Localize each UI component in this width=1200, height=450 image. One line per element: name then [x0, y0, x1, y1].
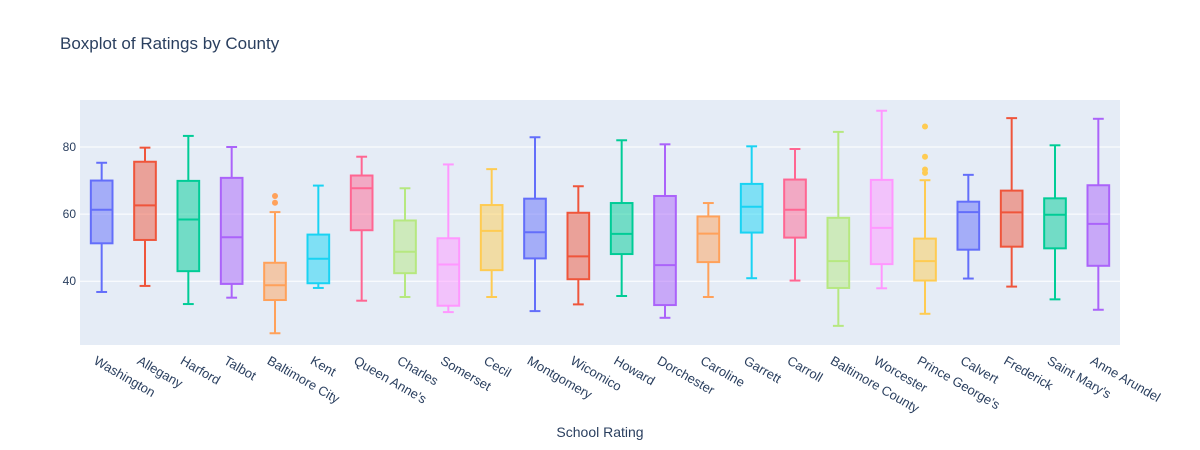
outlier-point: [922, 123, 928, 130]
box-iqr: [653, 194, 677, 307]
box-16[interactable]: [783, 148, 807, 282]
box-iqr: [263, 261, 287, 302]
outlier-point: [922, 153, 928, 160]
box-18[interactable]: [869, 109, 894, 290]
box-iqr: [956, 200, 981, 251]
x-tick-label: Harford: [178, 353, 223, 388]
box-23[interactable]: [1086, 117, 1111, 311]
box-iqr: [89, 179, 114, 245]
x-tick-label: Talbot: [221, 353, 259, 384]
box-iqr: [1086, 184, 1111, 267]
box-iqr: [436, 237, 461, 307]
box-10[interactable]: [523, 136, 547, 313]
box-21[interactable]: [999, 117, 1024, 288]
outlier-point: [272, 192, 278, 199]
box-iqr: [783, 178, 807, 239]
plot-area: [80, 100, 1120, 345]
box-iqr: [1043, 197, 1067, 250]
outlier-point: [272, 199, 278, 206]
x-tick-label: Garrett: [741, 353, 784, 386]
box-9[interactable]: [479, 168, 504, 299]
box-5[interactable]: [306, 184, 331, 289]
box-iqr: [999, 189, 1024, 248]
box-4[interactable]: [263, 192, 287, 335]
box-iqr: [219, 176, 244, 285]
box-6[interactable]: [349, 155, 374, 302]
gridlines: [80, 146, 1120, 282]
box-1[interactable]: [133, 146, 157, 287]
box-20[interactable]: [956, 173, 981, 280]
box-22[interactable]: [1043, 144, 1067, 301]
boxes: [89, 109, 1111, 335]
box-13[interactable]: [653, 143, 677, 319]
box-19[interactable]: [913, 123, 937, 315]
box-iqr: [609, 202, 634, 256]
box-iqr: [176, 179, 201, 273]
box-8[interactable]: [436, 163, 461, 314]
x-tick-label: Carroll: [785, 353, 826, 385]
box-12[interactable]: [609, 139, 634, 297]
y-axis-ticks: 40 60 80: [63, 140, 77, 288]
x-axis-title: School Rating: [556, 424, 643, 440]
box-15[interactable]: [739, 145, 764, 280]
box-0[interactable]: [89, 161, 114, 293]
box-2[interactable]: [176, 134, 201, 306]
box-iqr: [739, 182, 764, 234]
box-11[interactable]: [566, 185, 591, 306]
y-tick-label: 80: [63, 140, 77, 154]
box-7[interactable]: [393, 187, 417, 299]
box-iqr: [566, 211, 591, 281]
box-3[interactable]: [219, 145, 244, 299]
box-iqr: [523, 197, 547, 260]
outlier-point: [922, 166, 928, 173]
box-iqr: [479, 204, 504, 272]
chart-title: Boxplot of Ratings by County: [60, 34, 280, 53]
box-iqr: [696, 215, 721, 264]
box-iqr: [349, 174, 374, 232]
box-17[interactable]: [826, 130, 851, 327]
y-tick-label: 40: [63, 274, 77, 288]
box-iqr: [869, 178, 894, 266]
box-iqr: [133, 160, 157, 241]
box-iqr: [393, 219, 417, 275]
box-iqr: [913, 237, 937, 282]
box-iqr: [826, 216, 851, 289]
box-14[interactable]: [696, 202, 721, 299]
y-tick-label: 60: [63, 207, 77, 221]
